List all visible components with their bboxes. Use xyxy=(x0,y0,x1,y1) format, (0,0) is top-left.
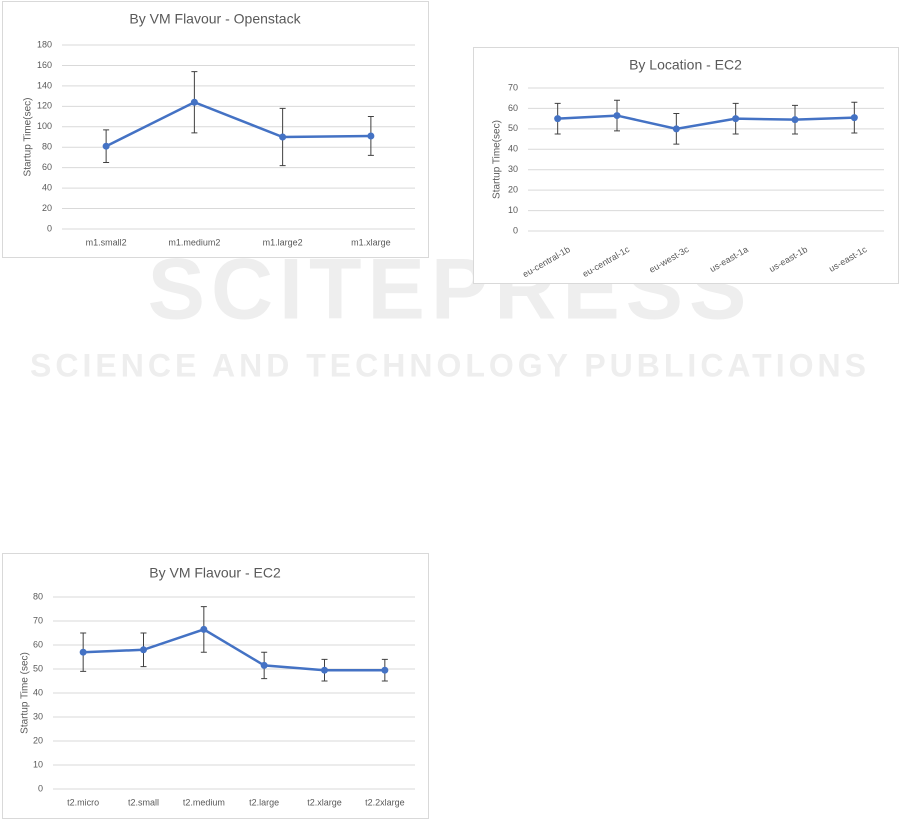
y-tick-label: 70 xyxy=(33,615,43,625)
y-tick-label: 40 xyxy=(42,182,52,192)
point xyxy=(850,114,858,122)
series-line xyxy=(105,100,371,148)
y-tick-label: 20 xyxy=(508,185,518,195)
chart: By VM Flavour - EC2 Startup Time (sec) 0 10… xyxy=(2,553,429,819)
point xyxy=(381,666,389,674)
point xyxy=(732,115,740,123)
y-tick-label: 80 xyxy=(33,591,43,601)
point xyxy=(367,132,375,140)
point xyxy=(791,116,799,124)
point xyxy=(102,142,110,150)
point xyxy=(672,125,680,133)
y-tick-label: 40 xyxy=(33,687,43,697)
y-tick-label: 60 xyxy=(42,162,52,172)
y-tick-label: 80 xyxy=(42,142,52,152)
y-tick-label: 180 xyxy=(37,39,52,49)
y-tick-label: 10 xyxy=(33,759,43,769)
watermark-subtitle: SCIENCE AND TECHNOLOGY PUBLICATIONS xyxy=(30,347,870,383)
x-tick-label: m1.xlarge xyxy=(351,237,391,247)
y-tick-label: 140 xyxy=(37,80,52,90)
point xyxy=(260,661,268,669)
y-tick-label: 20 xyxy=(33,735,43,745)
y-tick-label: 50 xyxy=(508,123,518,133)
y-tick-label: 30 xyxy=(508,164,518,174)
chart-frame xyxy=(2,553,429,819)
chart-frame xyxy=(473,47,899,284)
chart: By VM Flavour - Openstack Startup Time(se… xyxy=(2,1,429,258)
x-tick-label: t2.medium xyxy=(183,797,225,807)
point xyxy=(140,646,147,654)
y-tick-label: 120 xyxy=(37,101,52,111)
chart: By Location - EC2 Startup Time(sec) 0 10 20 3… xyxy=(473,47,899,284)
point xyxy=(321,666,328,674)
x-tick-label: t2.large xyxy=(249,797,279,807)
y-tick-label: 60 xyxy=(33,639,43,649)
y-tick-label: 70 xyxy=(508,82,518,92)
point xyxy=(200,625,208,633)
y-axis-label: Startup Time(sec) xyxy=(492,120,503,199)
y-axis-label: Startup Time(sec) xyxy=(23,98,34,177)
point xyxy=(190,98,198,106)
chart-frame xyxy=(2,1,429,258)
y-tick-label: 40 xyxy=(508,144,518,154)
y-tick-label: 10 xyxy=(508,205,518,215)
point xyxy=(554,115,562,123)
x-tick-label: t2.xlarge xyxy=(307,797,342,807)
y-tick-label: 50 xyxy=(33,663,43,673)
y-tick-label: 160 xyxy=(37,60,52,70)
point xyxy=(79,648,87,656)
point xyxy=(613,112,621,120)
y-tick-label: 0 xyxy=(47,223,52,233)
y-axis-label: Startup Time (sec) xyxy=(20,652,31,734)
y-tick-label: 0 xyxy=(38,783,43,793)
chart-title: By VM Flavour - Openstack xyxy=(129,11,301,27)
x-tick-label: t2.micro xyxy=(67,797,99,807)
series-line xyxy=(83,628,385,672)
y-tick-label: 60 xyxy=(508,103,518,113)
chart-title: By Location - EC2 xyxy=(629,57,742,73)
series-line xyxy=(557,114,855,131)
x-tick-label: m1.large2 xyxy=(263,237,303,247)
y-tick-label: 20 xyxy=(42,203,52,213)
x-tick-label: t2.2xlarge xyxy=(365,797,405,807)
y-tick-label: 0 xyxy=(513,225,518,235)
y-tick-label: 100 xyxy=(37,121,52,131)
point xyxy=(279,133,287,141)
chart-title: By VM Flavour - EC2 xyxy=(149,565,281,581)
x-tick-label: m1.small2 xyxy=(86,237,127,247)
y-tick-label: 30 xyxy=(33,711,43,721)
x-tick-label: t2.small xyxy=(128,797,159,807)
x-tick-label: m1.medium2 xyxy=(168,237,220,247)
